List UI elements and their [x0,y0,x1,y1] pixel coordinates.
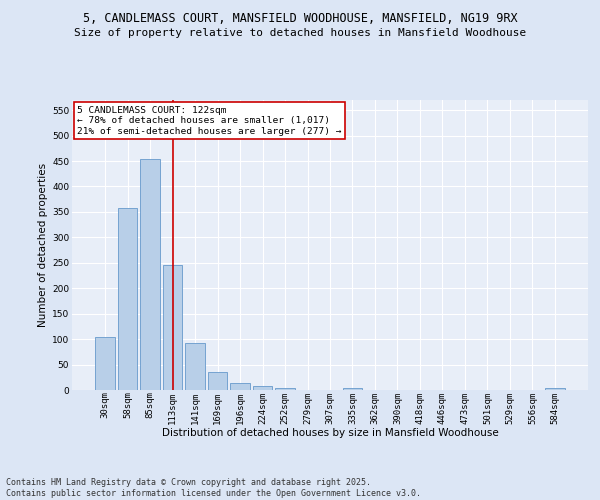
Y-axis label: Number of detached properties: Number of detached properties [38,163,48,327]
Bar [253,386,272,390]
Text: Size of property relative to detached houses in Mansfield Woodhouse: Size of property relative to detached ho… [74,28,526,38]
Bar [545,388,565,390]
Bar [230,384,250,390]
Bar [140,158,160,390]
Bar [185,343,205,390]
Text: 5 CANDLEMASS COURT: 122sqm
← 78% of detached houses are smaller (1,017)
21% of s: 5 CANDLEMASS COURT: 122sqm ← 78% of deta… [77,106,341,136]
Text: 5, CANDLEMASS COURT, MANSFIELD WOODHOUSE, MANSFIELD, NG19 9RX: 5, CANDLEMASS COURT, MANSFIELD WOODHOUSE… [83,12,517,26]
Bar [95,336,115,390]
Text: Contains HM Land Registry data © Crown copyright and database right 2025.
Contai: Contains HM Land Registry data © Crown c… [6,478,421,498]
Bar [208,372,227,390]
Bar [118,208,137,390]
Bar [163,265,182,390]
Bar [343,388,362,390]
Bar [275,388,295,390]
X-axis label: Distribution of detached houses by size in Mansfield Woodhouse: Distribution of detached houses by size … [161,428,499,438]
